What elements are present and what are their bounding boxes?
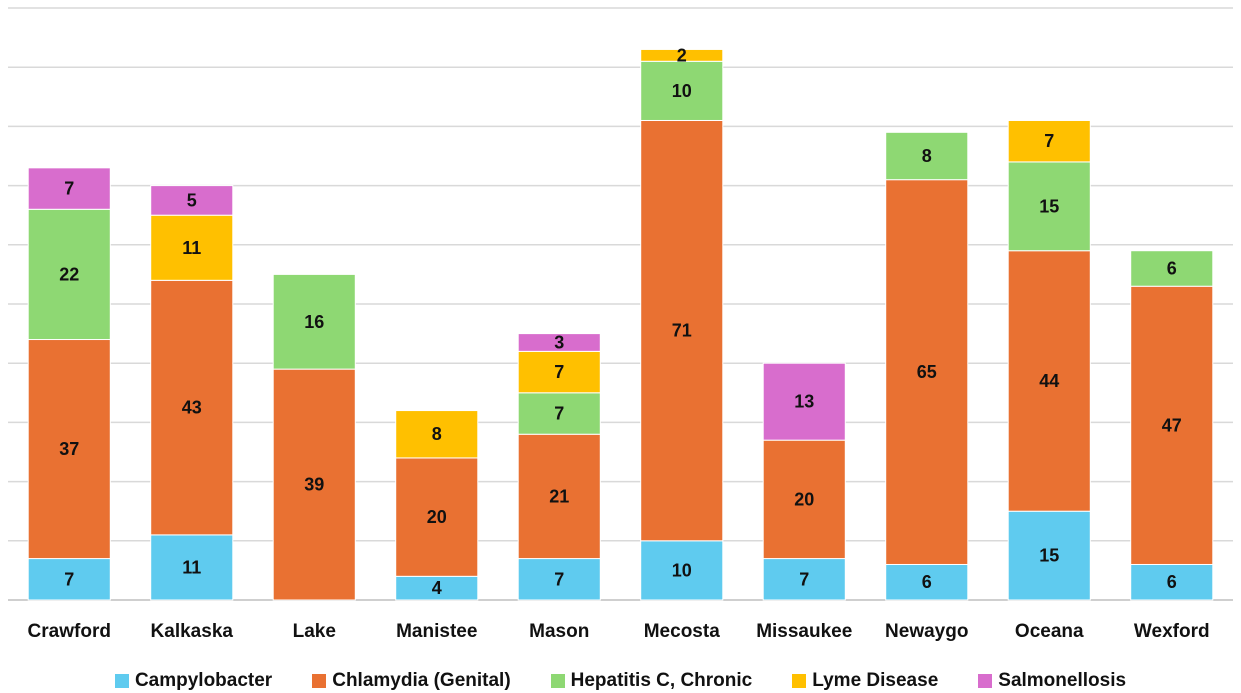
- bar-segment: [762, 362, 846, 441]
- x-axis-labels: Crawford Kalkaska Lake Manistee Mason Mecosta…: [28, 621, 1210, 642]
- data-label: 8: [432, 424, 442, 444]
- bar-segment: [1130, 250, 1214, 287]
- data-label: 10: [672, 560, 692, 580]
- data-label: 15: [1039, 546, 1059, 566]
- data-label: 7: [64, 569, 74, 589]
- bar-segment: [640, 119, 724, 542]
- data-label: 7: [64, 179, 74, 199]
- legend: Campylobacter Chlamydia (Genital) Hepatiti…: [0, 670, 1241, 692]
- bar-segment: [1130, 285, 1214, 565]
- data-label: 5: [187, 190, 197, 210]
- legend-item: Lyme Disease: [792, 670, 938, 692]
- data-label: 3: [554, 332, 564, 352]
- data-label: 6: [1167, 258, 1177, 278]
- bar-segment: [1007, 510, 1091, 601]
- bar-segment: [640, 48, 724, 62]
- bar-segment: [517, 392, 601, 435]
- data-label: 7: [1044, 131, 1054, 151]
- data-labels: 7372271143115391642087217731071102720136…: [59, 45, 1182, 598]
- bar-segment: [272, 273, 356, 370]
- bar-segment: [27, 558, 111, 601]
- bar-segment: [762, 558, 846, 601]
- data-label: 6: [922, 572, 932, 592]
- data-label: 65: [917, 362, 937, 382]
- bar-segment: [150, 534, 234, 601]
- bar-segment: [1007, 250, 1091, 512]
- bar-segment: [27, 208, 111, 341]
- data-label: 7: [554, 362, 564, 382]
- legend-item: Salmonellosis: [978, 670, 1126, 692]
- x-tick-label: Mecosta: [644, 621, 720, 642]
- data-label: 39: [304, 475, 324, 495]
- legend-swatch: [312, 674, 327, 688]
- bar-segment: [1007, 119, 1091, 163]
- legend-swatch: [550, 674, 565, 688]
- x-tick-label: Crawford: [28, 621, 111, 642]
- data-label: 20: [794, 489, 814, 509]
- bar-segment: [762, 439, 846, 560]
- x-tick-label: Mason: [529, 621, 589, 642]
- data-label: 71: [672, 321, 692, 341]
- x-tick-label: Wexford: [1134, 621, 1210, 642]
- data-label: 43: [182, 398, 202, 418]
- data-label: 21: [549, 486, 569, 506]
- data-label: 6: [1167, 572, 1177, 592]
- bar-segment: [27, 339, 111, 560]
- data-label: 44: [1039, 371, 1059, 391]
- bar-segment: [640, 60, 724, 121]
- x-tick-label: Manistee: [396, 621, 477, 642]
- bar-segment: [517, 333, 601, 352]
- bar-segment: [517, 350, 601, 394]
- data-label: 13: [794, 392, 814, 412]
- data-label: 7: [554, 569, 564, 589]
- bar-segment: [272, 368, 356, 601]
- legend-item: Chlamydia (Genital): [312, 670, 511, 692]
- legend-item: Campylobacter: [114, 670, 273, 692]
- legend-label: Lyme Disease: [812, 670, 939, 691]
- data-label: 2: [677, 45, 687, 65]
- data-label: 11: [182, 557, 201, 577]
- legend-swatch: [978, 674, 993, 688]
- x-tick-label: Oceana: [1015, 621, 1084, 642]
- bar-segment: [395, 457, 479, 577]
- x-tick-label: Newaygo: [885, 621, 968, 642]
- data-label: 16: [304, 312, 324, 332]
- x-tick-label: Kalkaska: [151, 621, 234, 642]
- legend-label: Hepatitis C, Chronic: [570, 670, 753, 691]
- bar-segment: [27, 167, 111, 210]
- data-label: 20: [427, 507, 447, 527]
- data-label: 47: [1162, 415, 1182, 435]
- bar-segment: [640, 540, 724, 601]
- bar-segment: [885, 179, 969, 565]
- data-label: 10: [672, 81, 692, 101]
- bar-segment: [885, 131, 969, 181]
- data-label: 4: [432, 578, 442, 598]
- legend-label: Chlamydia (Genital): [332, 670, 511, 691]
- x-tick-label: Missaukee: [756, 621, 852, 642]
- data-label: 15: [1039, 196, 1059, 216]
- legend-item: Hepatitis C, Chronic: [550, 670, 753, 692]
- data-label: 11: [182, 238, 201, 258]
- data-label: 22: [59, 264, 79, 284]
- bar-segment: [150, 279, 234, 536]
- legend-swatch: [114, 674, 129, 688]
- legend-label: Campylobacter: [134, 670, 273, 691]
- bar-segment: [1007, 161, 1091, 252]
- bar-segment: [150, 185, 234, 216]
- bar-segment: [885, 563, 969, 601]
- bar-segment: [517, 433, 601, 560]
- bar-segment: [395, 410, 479, 459]
- x-tick-label: Lake: [293, 621, 336, 642]
- bars: [27, 48, 1214, 601]
- legend-swatch: [792, 674, 807, 688]
- legend-label: Salmonellosis: [998, 670, 1127, 691]
- data-label: 7: [799, 569, 809, 589]
- data-label: 7: [554, 404, 564, 424]
- bar-segment: [517, 558, 601, 601]
- bar-segment: [1130, 563, 1214, 601]
- data-label: 8: [922, 146, 932, 166]
- data-label: 37: [59, 439, 79, 459]
